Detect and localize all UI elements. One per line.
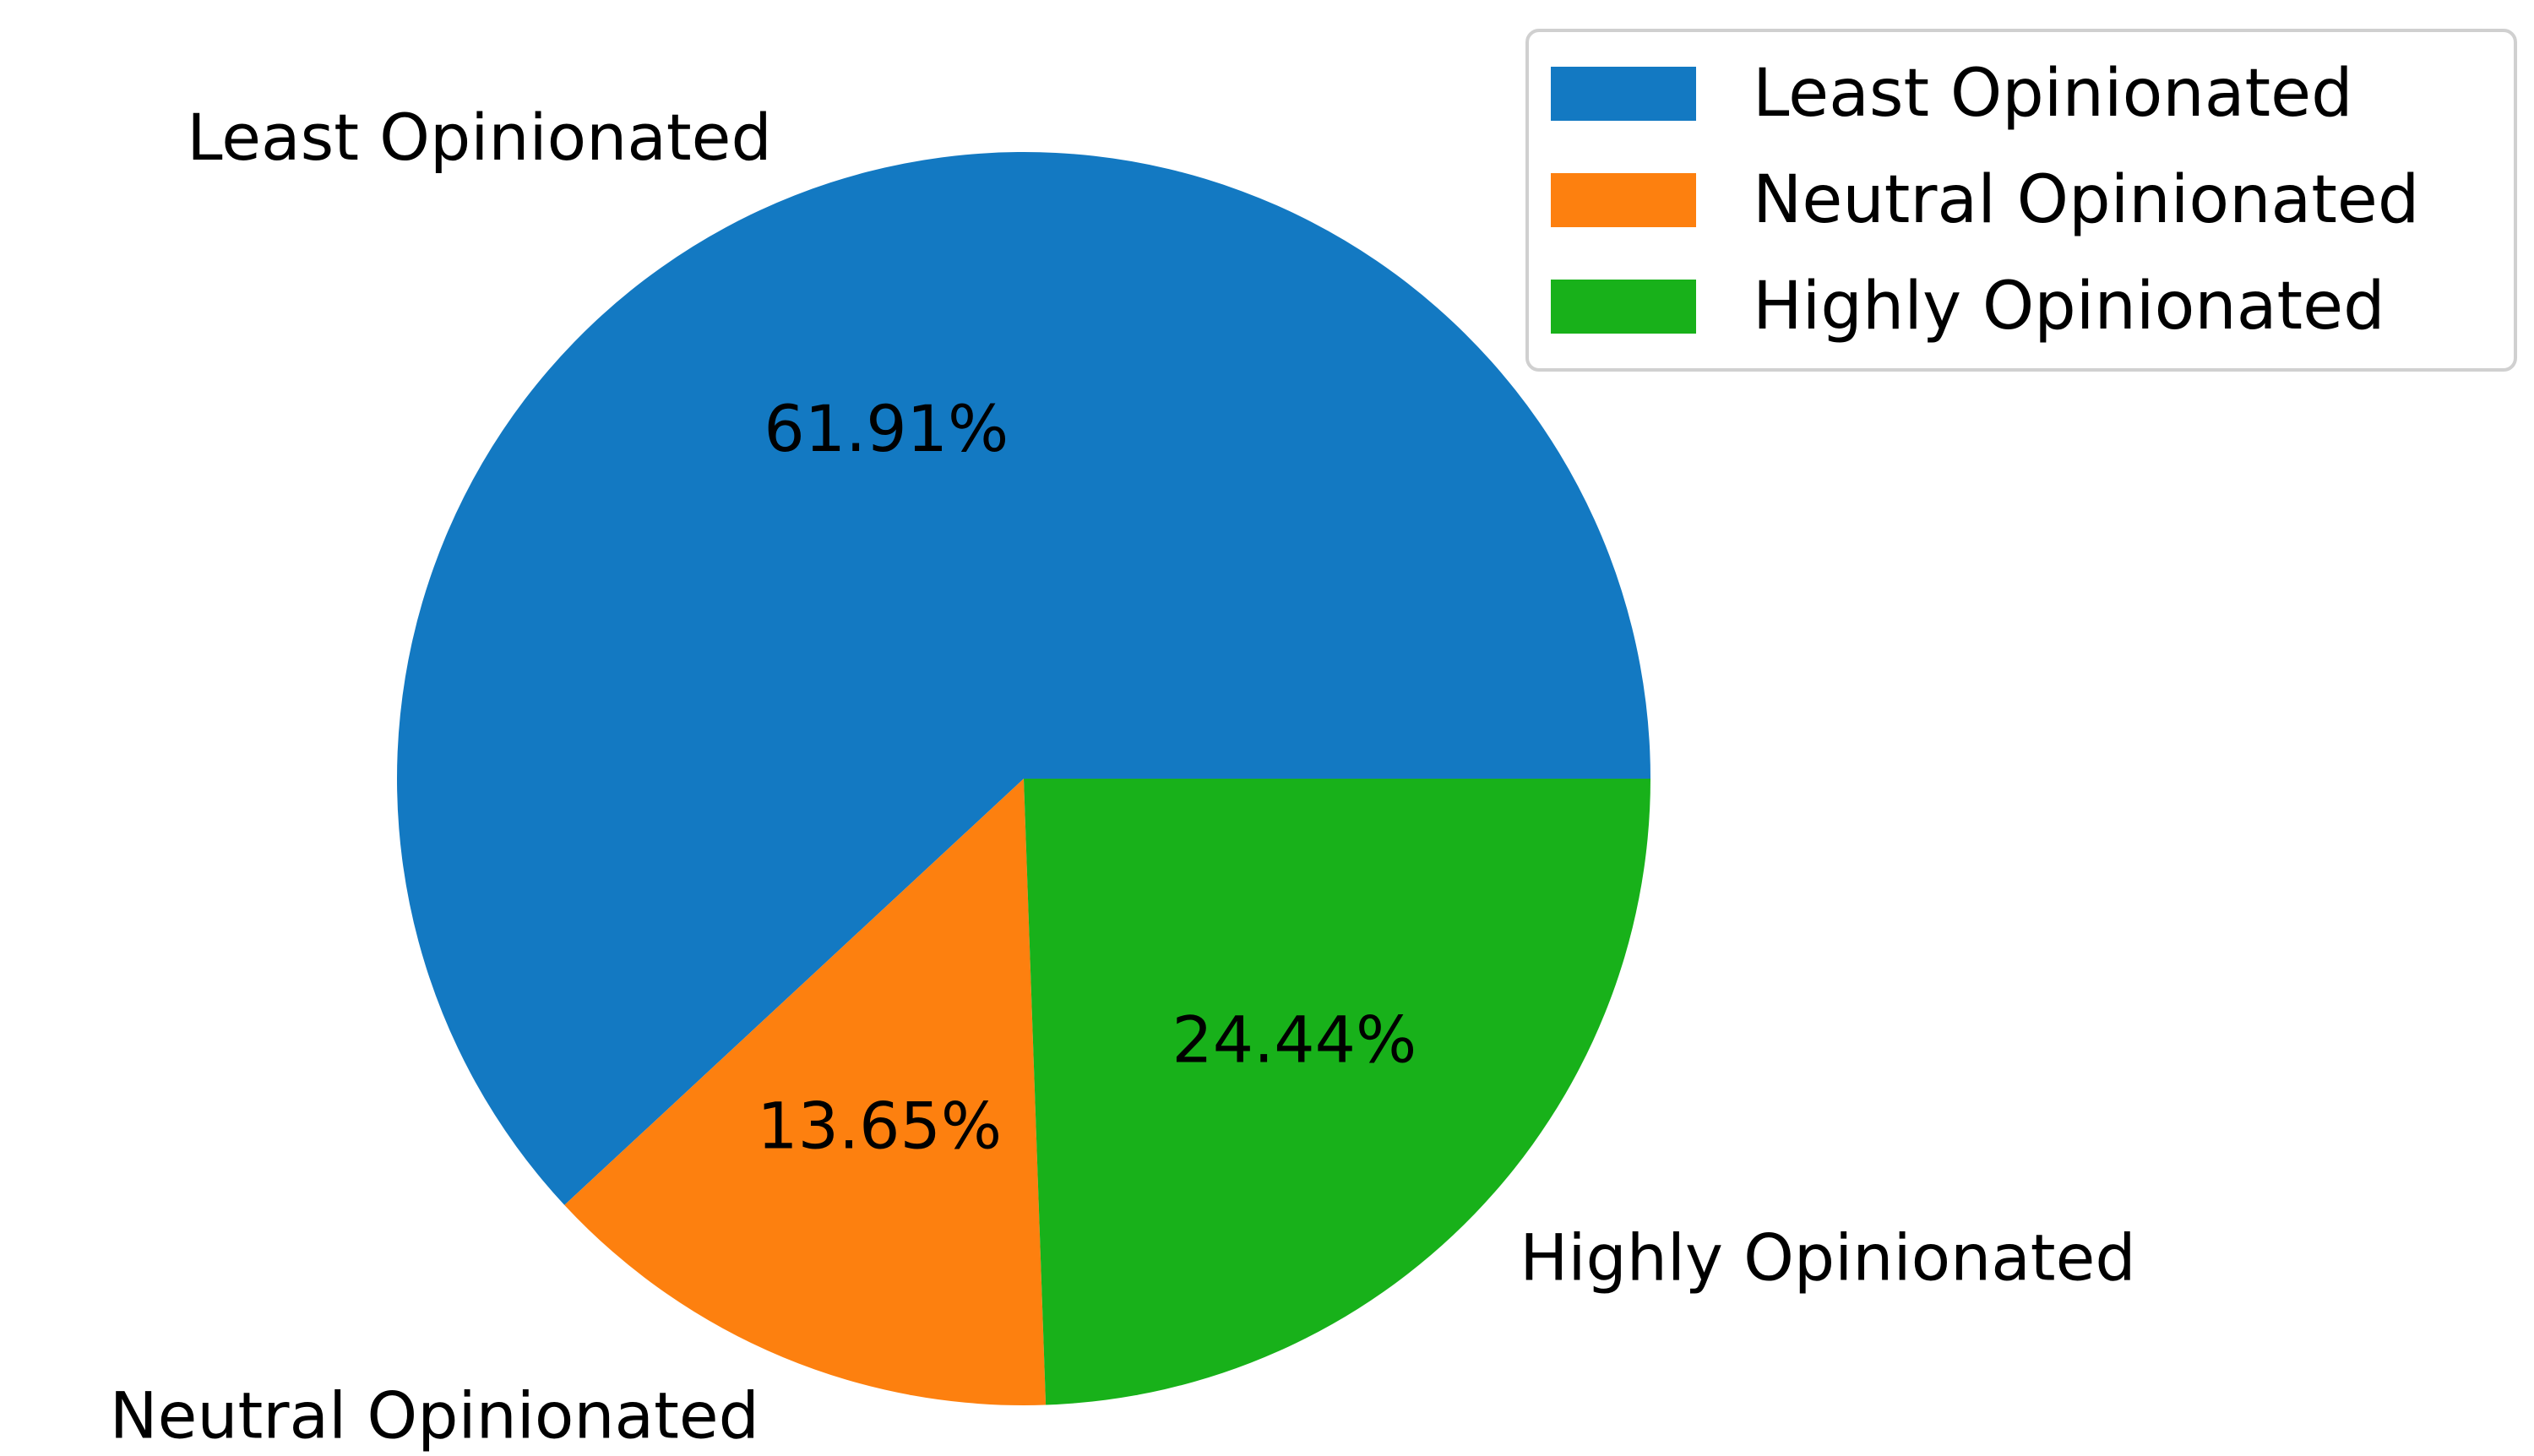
legend-swatch-highly-opinionated	[1551, 280, 1696, 334]
slice-label-least-opinionated: Least Opinionated	[187, 100, 771, 175]
slice-labels: Least Opinionated Neutral Opinionated High…	[110, 100, 2136, 1453]
pie-slice-least-opinionated	[396, 152, 1650, 1205]
slice-label-highly-opinionated: Highly Opinionated	[1520, 1220, 2135, 1295]
percent-label-least-opinionated: 61.91%	[764, 391, 1009, 466]
pie-slice-neutral-opinionated	[564, 779, 1047, 1405]
legend: Least Opinionated Neutral Opinionated Hi…	[1525, 29, 2517, 372]
legend-label-highly-opinionated: Highly Opinionated	[1753, 269, 2385, 345]
legend-frame	[1525, 29, 2517, 372]
legend-label-neutral-opinionated: Neutral Opinionated	[1753, 162, 2419, 238]
slice-label-neutral-opinionated: Neutral Opinionated	[110, 1377, 759, 1453]
legend-label-least-opinionated: Least Opinionated	[1753, 56, 2353, 132]
legend-swatch-least-opinionated	[1551, 67, 1696, 121]
pie-slice-highly-opinionated	[1024, 779, 1650, 1405]
percent-labels: 61.91% 13.65% 24.44%	[757, 391, 1417, 1164]
pie-slices	[396, 152, 1650, 1405]
percent-label-highly-opinionated: 24.44%	[1172, 1002, 1417, 1078]
legend-swatch-neutral-opinionated	[1551, 173, 1696, 227]
percent-label-neutral-opinionated: 13.65%	[757, 1089, 1002, 1164]
